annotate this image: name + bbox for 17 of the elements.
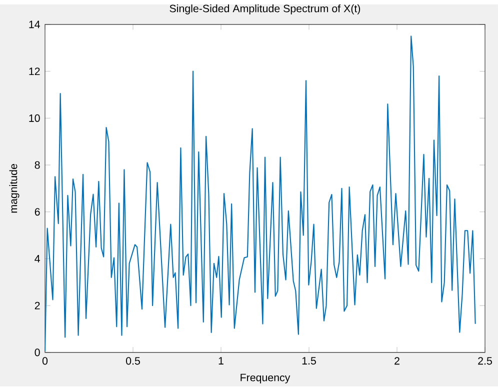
x-tick-label: 0.5 (126, 357, 140, 365)
y-tick-label: 6 (34, 208, 40, 216)
y-tick-label: 4 (34, 255, 40, 262)
y-tick-label: 2 (34, 302, 40, 310)
chart-title: Single-Sided Amplitude Spectrum of X(t) (170, 4, 360, 14)
x-tick-label: 2 (394, 357, 400, 365)
y-tick-label: 14 (29, 20, 40, 28)
x-axis-title: Frequency (240, 374, 290, 384)
x-tick-label: 2.5 (478, 357, 492, 365)
y-tick-label: 10 (29, 114, 40, 122)
x-tick-label: 1.5 (302, 357, 316, 365)
y-tick-label: 0 (34, 348, 40, 356)
x-tick-label: 1 (218, 357, 224, 365)
y-axis-title: magnitude (9, 164, 20, 213)
y-tick-label: 12 (29, 68, 40, 76)
y-tick-label: 8 (34, 161, 40, 169)
x-tick-label: 0 (42, 357, 48, 365)
